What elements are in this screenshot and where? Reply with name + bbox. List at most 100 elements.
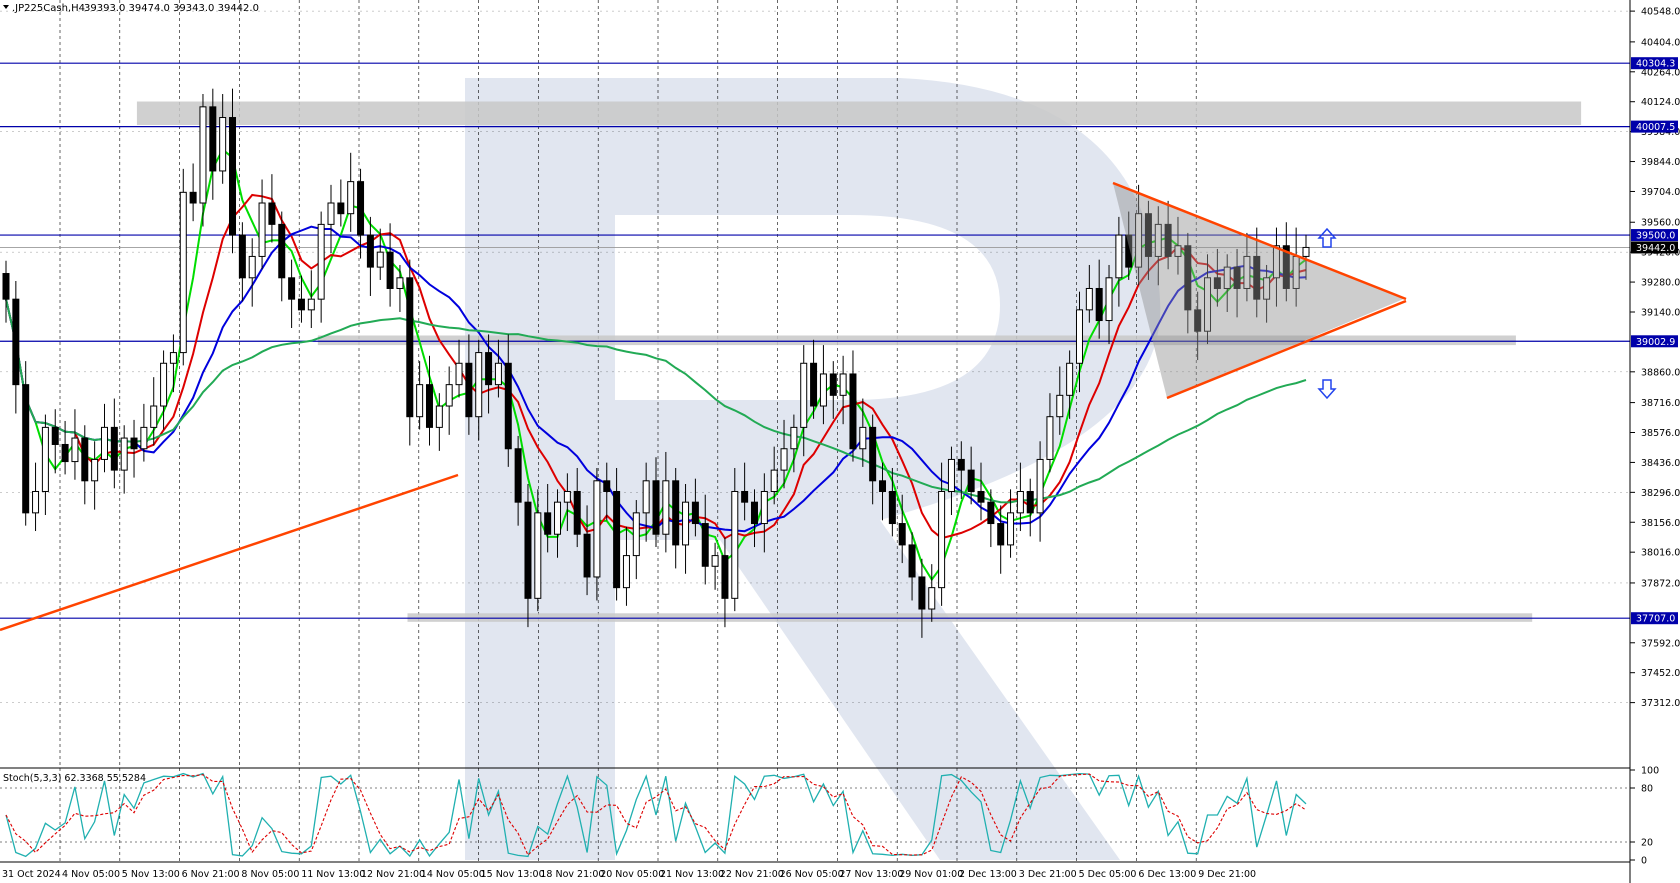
time-tick-label: 18 Nov 21:00 [540,869,604,880]
current-price-tag [1631,241,1678,254]
bear-candle [918,576,926,610]
bull-candle [1056,394,1064,418]
bull-candle [455,362,463,386]
bull-candle [1243,255,1251,289]
price-tick-label: 40548.0 [1641,7,1680,18]
bull-candle [731,490,739,599]
bull-candle [1154,223,1162,257]
bear-candle [189,191,197,204]
time-tick-label: 3 Dec 21:00 [1019,869,1077,880]
price-axis: 40548.0 40404.0 40264.0 40124.0 39984.0 39844… [1630,7,1680,709]
bear-candle [425,384,433,428]
bull-candle [563,490,571,503]
price-zone [136,101,1582,126]
bear-candle [2,273,10,300]
up-arrow-icon [1317,227,1337,248]
level-price-label: 39500.0 [1636,231,1675,242]
price-zone [407,613,1533,622]
bull-candle [682,501,690,546]
bull-candle [819,373,827,407]
bear-candle [1282,245,1290,289]
bull-candle [938,490,946,589]
bear-candle [583,533,591,578]
bear-candle [1253,255,1261,300]
stoch-tick-label: 100 [1641,766,1659,777]
bull-candle [1135,213,1143,268]
bull-candle [1105,277,1113,322]
bull-candle [790,426,798,450]
bear-candle [1194,309,1202,332]
bull-candle [632,512,640,557]
time-tick-label: 21 Nov 13:00 [660,869,724,880]
bull-candle [1174,245,1182,257]
price-tick-label: 37872.0 [1641,578,1680,589]
level-price-label: 40304.3 [1636,59,1675,70]
time-tick-label: 9 Dec 21:00 [1198,869,1256,880]
bear-candle [81,437,89,482]
bull-candle [711,555,719,567]
level-price-tag [1631,229,1678,242]
bull-candle [179,191,187,354]
time-tick-label: 2 Dec 13:00 [959,869,1017,880]
level-price-tag [1631,335,1678,348]
triangle-lower-line [1166,299,1407,400]
time-tick-label: 20 Nov 05:00 [600,869,664,880]
bear-candle [810,362,818,407]
bear-candle [288,277,296,300]
bear-candle [386,251,394,289]
bull-candle [317,223,325,300]
bear-candle [465,362,473,418]
bear-candle [1213,277,1221,289]
bull-candle [435,405,443,428]
price-tick-label: 39704.0 [1641,187,1680,198]
bear-candle [750,501,758,525]
time-tick-label: 4 Nov 05:00 [62,869,120,880]
bear-candle [337,202,345,215]
bear-candle [997,523,1005,546]
level-price-label: 39002.9 [1636,337,1675,348]
bull-candle [1302,246,1310,257]
time-tick-label: 5 Nov 13:00 [122,869,180,880]
bear-candle [741,490,749,503]
bear-candle [701,523,709,567]
time-tick-label: 22 Nov 21:00 [720,869,784,880]
bear-candle [12,298,20,386]
bull-candle [1263,277,1271,300]
price-tick-label: 40264.0 [1641,67,1680,78]
time-tick-label: 5 Dec 05:00 [1079,869,1137,880]
level-price-label: 37707.0 [1636,614,1675,625]
bull-candle [1075,309,1083,364]
bull-candle [947,458,955,492]
bull-candle [780,448,788,471]
stoch-tick-label: 20 [1641,838,1653,849]
chevron-down-icon[interactable] [3,5,9,9]
price-tick-label: 38296.0 [1641,488,1680,499]
ma-long-line [5,298,1307,504]
bull-candle [376,251,384,268]
bear-candle [849,373,857,450]
bear-candle [268,202,276,225]
bull-candle [120,437,128,471]
triangle-pattern [1113,183,1406,398]
bull-candle [347,181,355,215]
bull-candle [928,587,936,610]
bull-candle [160,362,168,407]
price-tick-label: 39844.0 [1641,157,1680,168]
bear-candle [652,480,660,535]
time-tick-label: 6 Dec 13:00 [1138,869,1196,880]
bull-candle [32,490,40,514]
bear-candle [278,223,286,279]
bull-candle [534,512,542,599]
bull-candle [622,555,630,589]
bull-candle [1272,245,1280,279]
price-tick-label: 38576.0 [1641,428,1680,439]
bear-candle [514,448,522,503]
support-resistance-zones [136,101,1582,622]
bull-candle [760,490,768,525]
price-tick-label: 39140.0 [1641,307,1680,318]
bear-candle [406,277,414,418]
bull-candle [662,480,670,535]
bull-candle [1223,266,1231,289]
candles [2,88,1310,638]
